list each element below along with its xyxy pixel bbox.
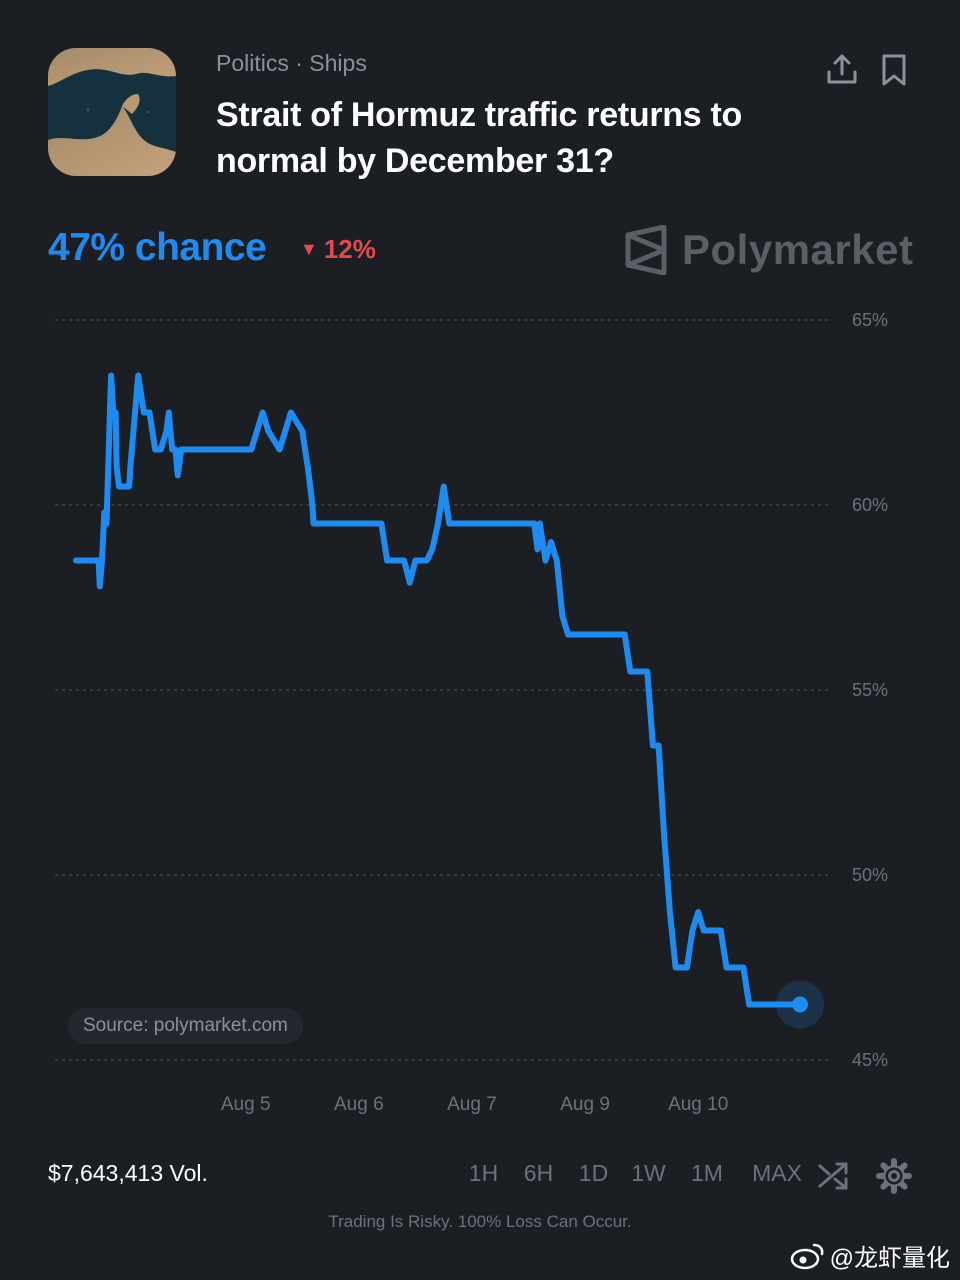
y-tick-label: 55% xyxy=(852,680,888,700)
chance-delta: ▼ 12% xyxy=(300,234,376,265)
source-label[interactable]: Source: polymarket.com xyxy=(68,1008,303,1044)
weibo-logo-icon xyxy=(790,1243,824,1269)
bookmark-button[interactable] xyxy=(874,50,914,90)
y-tick-label: 50% xyxy=(852,865,888,885)
bookmark-icon xyxy=(882,54,906,86)
range-6h[interactable]: 6H xyxy=(523,1160,554,1186)
risk-disclaimer: Trading Is Risky. 100% Loss Can Occur. xyxy=(328,1212,632,1231)
polymarket-brand: Polymarket xyxy=(624,222,913,278)
x-tick-label: Aug 6 xyxy=(334,1094,384,1115)
chance-line xyxy=(73,372,803,1008)
x-tick-label: Aug 9 xyxy=(560,1094,610,1115)
share-icon xyxy=(827,54,857,84)
x-tick-label: Aug 7 xyxy=(447,1094,497,1115)
range-max[interactable]: MAX xyxy=(752,1160,802,1186)
volume-value: $7,643,413 Vol. xyxy=(48,1160,208,1186)
range-1m[interactable]: 1M xyxy=(691,1160,723,1186)
shuffle-button[interactable] xyxy=(814,1156,854,1196)
gear-icon xyxy=(876,1158,912,1194)
y-tick-label: 65% xyxy=(852,310,888,330)
shuffle-icon xyxy=(818,1162,848,1190)
y-tick-label: 45% xyxy=(852,1050,888,1070)
polymarket-logo-icon xyxy=(625,225,667,275)
time-range-selector: 1H 6H 1D 1W 1M MAX xyxy=(456,1160,816,1187)
x-axis-ticks: Aug 5 Aug 6 Aug 7 Aug 9 Aug 10 xyxy=(221,1094,728,1115)
watermark-text: @龙虾量化 xyxy=(829,1245,950,1272)
price-chart[interactable]: 65%60%55%50%45% Aug 5 Aug 6 Aug 7 Aug 9 Aug … xyxy=(0,300,960,1130)
brand-name: Polymarket xyxy=(682,226,914,273)
x-tick-label: Aug 5 xyxy=(221,1094,271,1115)
range-1d[interactable]: 1D xyxy=(578,1160,609,1186)
market-title: Strait of Hormuz traffic returns to norm… xyxy=(216,96,742,180)
strait-map-image xyxy=(48,48,176,176)
watermark: @龙虾量化 xyxy=(790,1238,950,1273)
range-1h[interactable]: 1H xyxy=(468,1160,499,1186)
range-1w[interactable]: 1W xyxy=(631,1160,666,1186)
settings-button[interactable] xyxy=(874,1156,914,1196)
x-tick-label: Aug 10 xyxy=(668,1094,728,1115)
market-thumbnail xyxy=(48,48,176,176)
share-button[interactable] xyxy=(822,50,862,90)
triangle-down-icon: ▼ xyxy=(300,239,318,259)
current-point xyxy=(792,996,808,1013)
y-tick-label: 60% xyxy=(852,495,888,515)
chance-value: 47% chance xyxy=(48,226,267,269)
market-category[interactable]: Politics · Ships xyxy=(216,50,367,76)
chance-delta-value: 12% xyxy=(323,234,376,264)
y-axis-ticks: 65% 60% 55% 50% 45% xyxy=(852,310,888,1070)
